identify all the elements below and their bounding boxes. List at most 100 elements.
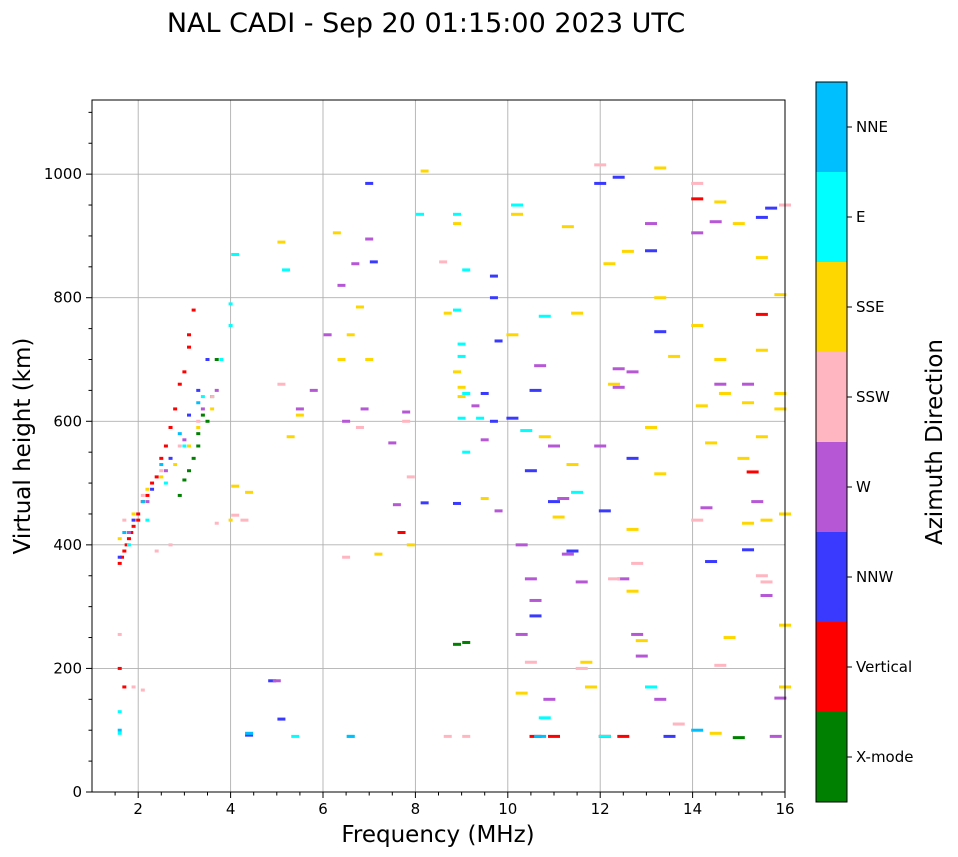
colorbar-tick-label: E bbox=[856, 208, 865, 226]
echo-point-sse bbox=[231, 484, 240, 488]
y-axis: 0 200 400 600 800 1000 bbox=[44, 111, 92, 801]
colorbar-tick-label: X-mode bbox=[856, 748, 913, 766]
echo-point-vertical bbox=[117, 561, 122, 565]
echo-point-ssw bbox=[210, 395, 215, 399]
echo-point-nne bbox=[691, 728, 704, 732]
echo-point-x-mode bbox=[205, 419, 210, 423]
echo-point-sse bbox=[742, 521, 755, 525]
echo-point-ssw bbox=[131, 685, 136, 689]
echo-point-vertical bbox=[120, 555, 125, 559]
echo-point-sse bbox=[295, 413, 304, 417]
echo-point-e bbox=[291, 734, 300, 738]
echo-point-e bbox=[452, 212, 461, 216]
y-tick-label: 200 bbox=[53, 659, 82, 677]
echo-point-ssw bbox=[714, 663, 727, 667]
echo-point-vertical bbox=[182, 370, 187, 374]
echo-point-nnw bbox=[489, 419, 498, 423]
echo-point-nne bbox=[534, 734, 547, 738]
echo-point-w bbox=[365, 237, 374, 241]
echo-point-ssw bbox=[231, 513, 240, 517]
echo-point-vertical bbox=[173, 407, 178, 411]
echo-point-nnw bbox=[755, 215, 768, 219]
colorbar-segment bbox=[816, 532, 847, 622]
echo-point-ssw bbox=[594, 163, 607, 167]
echo-point-ssw bbox=[196, 419, 201, 423]
echo-point-e bbox=[598, 734, 611, 738]
echo-point-sse bbox=[145, 487, 150, 491]
echo-point-nnw bbox=[598, 509, 611, 513]
echo-point-w bbox=[700, 506, 713, 510]
x-tick-label: 4 bbox=[226, 800, 236, 818]
echo-point-w bbox=[751, 500, 764, 504]
echo-point-sse bbox=[714, 200, 727, 204]
data-points bbox=[117, 163, 791, 740]
echo-point-w bbox=[182, 438, 187, 442]
echo-point-sse bbox=[420, 169, 429, 173]
echo-point-sse bbox=[705, 441, 718, 445]
echo-point-nnw bbox=[765, 206, 778, 210]
echo-point-nnw bbox=[369, 260, 378, 264]
echo-point-w bbox=[309, 388, 318, 392]
echo-point-w bbox=[295, 407, 304, 411]
echo-point-nnw bbox=[245, 733, 254, 737]
echo-point-sse bbox=[452, 222, 461, 226]
echo-point-vertical bbox=[755, 312, 768, 316]
echo-point-ssw bbox=[277, 382, 286, 386]
echo-point-nnw bbox=[548, 500, 560, 504]
echo-point-w bbox=[388, 441, 397, 445]
echo-point-ssw bbox=[631, 561, 644, 565]
echo-point-e bbox=[228, 324, 233, 328]
echo-point-nne bbox=[117, 728, 122, 732]
echo-point-e bbox=[200, 395, 205, 399]
echo-point-ssw bbox=[140, 688, 145, 692]
echo-point-e bbox=[462, 450, 471, 454]
echo-point-sse bbox=[714, 358, 727, 361]
echo-point-sse bbox=[654, 472, 667, 476]
colorbar-label: Azimuth Direction bbox=[922, 339, 948, 545]
echo-point-sse bbox=[774, 293, 787, 297]
echo-point-w bbox=[524, 577, 537, 581]
echo-point-ssw bbox=[240, 518, 249, 522]
echo-point-vertical bbox=[117, 666, 122, 670]
echo-point-sse bbox=[515, 691, 528, 695]
colorbar-tick-label: SSE bbox=[856, 298, 885, 316]
echo-point-w bbox=[691, 231, 704, 235]
echo-point-ssw bbox=[608, 577, 621, 581]
echo-point-sse bbox=[695, 404, 708, 408]
echo-point-vertical bbox=[124, 543, 129, 547]
echo-point-sse bbox=[552, 515, 565, 519]
echo-point-sse bbox=[691, 324, 704, 328]
echo-point-sse bbox=[737, 456, 750, 460]
echo-point-ssw bbox=[177, 444, 182, 448]
echo-point-sse bbox=[480, 497, 489, 501]
echo-point-sse bbox=[355, 305, 364, 309]
colorbar-segment bbox=[816, 82, 847, 172]
echo-point-ssw bbox=[159, 469, 164, 473]
echo-point-sse bbox=[755, 348, 768, 352]
echo-point-w bbox=[337, 283, 346, 287]
colorbar-tick-label: Vertical bbox=[856, 658, 912, 676]
echo-point-nnw bbox=[742, 548, 755, 552]
echo-point-w bbox=[760, 594, 773, 598]
echo-point-e bbox=[457, 342, 466, 346]
echo-point-sse bbox=[571, 311, 584, 315]
echo-point-e bbox=[476, 416, 485, 420]
echo-point-vertical bbox=[163, 444, 168, 448]
echo-point-nne bbox=[346, 734, 355, 738]
echo-point-sse bbox=[117, 537, 122, 541]
echo-point-vertical bbox=[548, 734, 560, 738]
echo-point-vertical bbox=[131, 524, 136, 528]
echo-point-nnw bbox=[489, 296, 498, 300]
echo-point-vertical bbox=[397, 531, 406, 534]
echo-point-e bbox=[117, 710, 122, 714]
echo-point-sse bbox=[337, 358, 346, 361]
echo-point-nnw bbox=[268, 679, 277, 683]
x-axis: 2 4 6 8 10 12 14 16 bbox=[114, 792, 795, 818]
colorbar-tick-label: NNE bbox=[856, 118, 888, 136]
x-tick-label: 12 bbox=[591, 800, 610, 818]
colorbar-segment bbox=[816, 172, 847, 262]
echo-point-w bbox=[515, 543, 528, 547]
echo-point-w bbox=[631, 632, 644, 636]
echo-point-sse bbox=[511, 212, 524, 216]
echo-point-ssw bbox=[691, 518, 704, 522]
